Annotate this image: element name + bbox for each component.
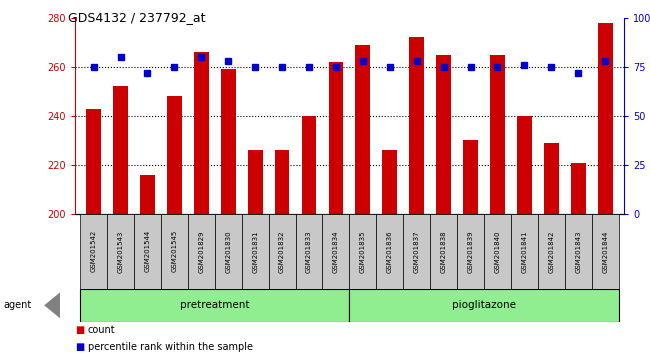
Text: count: count [88, 325, 116, 335]
FancyBboxPatch shape [107, 214, 134, 289]
Text: GSM201842: GSM201842 [549, 230, 554, 273]
FancyBboxPatch shape [242, 214, 268, 289]
FancyBboxPatch shape [80, 214, 107, 289]
Bar [194, 52, 209, 214]
Bar [86, 109, 101, 214]
Text: GSM201838: GSM201838 [441, 230, 447, 273]
Text: GSM201829: GSM201829 [198, 230, 204, 273]
Bar [113, 86, 128, 214]
FancyBboxPatch shape [161, 214, 188, 289]
FancyBboxPatch shape [484, 214, 511, 289]
FancyBboxPatch shape [80, 289, 350, 322]
Text: GSM201837: GSM201837 [413, 230, 420, 273]
FancyBboxPatch shape [322, 214, 350, 289]
Text: GSM201834: GSM201834 [333, 230, 339, 273]
Bar [410, 37, 424, 214]
Text: GSM201833: GSM201833 [306, 230, 312, 273]
Text: GSM201836: GSM201836 [387, 230, 393, 273]
Text: pioglitazone: pioglitazone [452, 300, 516, 310]
Bar [517, 116, 532, 214]
Bar [463, 141, 478, 214]
FancyBboxPatch shape [592, 214, 619, 289]
Text: GSM201543: GSM201543 [118, 230, 124, 273]
Bar [167, 96, 182, 214]
FancyBboxPatch shape [430, 214, 457, 289]
FancyBboxPatch shape [538, 214, 565, 289]
FancyBboxPatch shape [565, 214, 592, 289]
Text: GSM201839: GSM201839 [467, 230, 474, 273]
Text: percentile rank within the sample: percentile rank within the sample [88, 342, 253, 352]
Text: GSM201542: GSM201542 [90, 230, 97, 273]
Text: GDS4132 / 237792_at: GDS4132 / 237792_at [68, 11, 206, 24]
FancyBboxPatch shape [296, 214, 322, 289]
Bar [356, 45, 370, 214]
Text: GSM201844: GSM201844 [602, 230, 608, 273]
Text: GSM201545: GSM201545 [172, 230, 177, 273]
Text: GSM201544: GSM201544 [144, 230, 150, 273]
FancyBboxPatch shape [188, 214, 215, 289]
Text: pretreatment: pretreatment [180, 300, 250, 310]
Bar [221, 69, 235, 214]
Text: GSM201840: GSM201840 [495, 230, 501, 273]
Bar [302, 116, 317, 214]
Text: ■: ■ [75, 325, 84, 335]
FancyBboxPatch shape [268, 214, 296, 289]
FancyBboxPatch shape [134, 214, 161, 289]
Bar [571, 162, 586, 214]
Bar [140, 175, 155, 214]
Text: GSM201830: GSM201830 [225, 230, 231, 273]
FancyBboxPatch shape [350, 289, 619, 322]
Text: GSM201835: GSM201835 [360, 230, 366, 273]
Bar [382, 150, 397, 214]
Bar [544, 143, 559, 214]
FancyBboxPatch shape [403, 214, 430, 289]
Bar [490, 55, 505, 214]
FancyBboxPatch shape [376, 214, 403, 289]
Text: GSM201831: GSM201831 [252, 230, 258, 273]
FancyBboxPatch shape [457, 214, 484, 289]
Text: agent: agent [3, 300, 31, 310]
Text: ■: ■ [75, 342, 84, 352]
Bar [328, 62, 343, 214]
Text: GSM201832: GSM201832 [279, 230, 285, 273]
Bar [275, 150, 289, 214]
FancyBboxPatch shape [511, 214, 538, 289]
FancyBboxPatch shape [350, 214, 376, 289]
Bar [248, 150, 263, 214]
Text: GSM201843: GSM201843 [575, 230, 581, 273]
Polygon shape [44, 292, 60, 319]
FancyBboxPatch shape [214, 214, 242, 289]
Text: GSM201841: GSM201841 [521, 230, 527, 273]
Bar [436, 55, 451, 214]
Bar [598, 23, 612, 214]
